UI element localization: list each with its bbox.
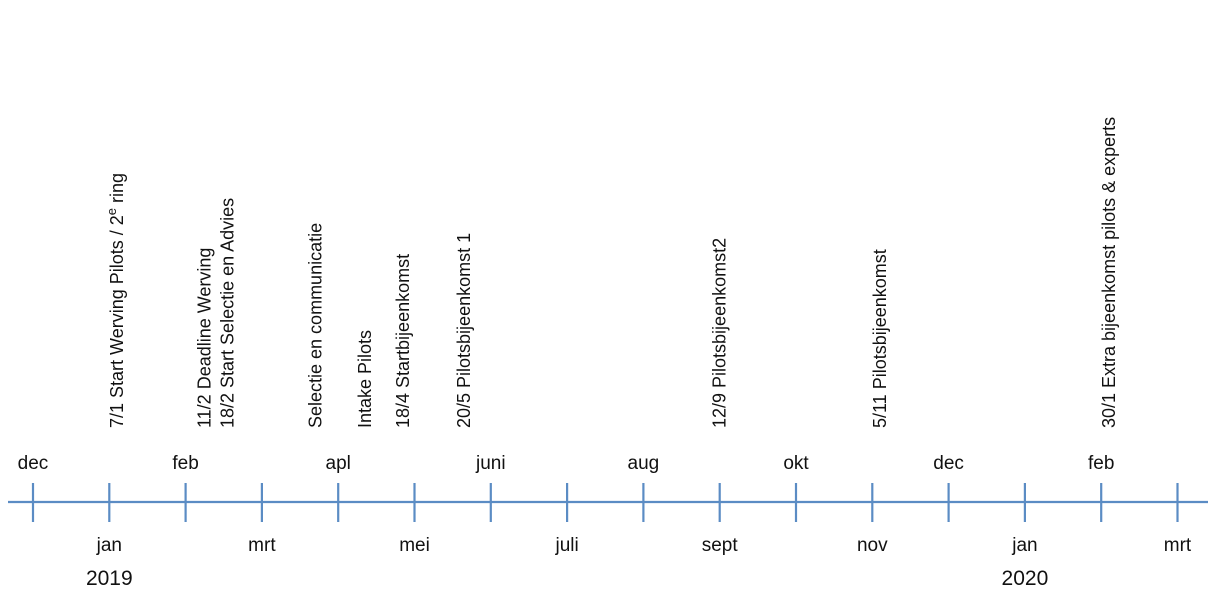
month-label: dec <box>933 453 964 474</box>
month-label: dec <box>18 453 49 474</box>
event-label: 7/1 Start Werving Pilots / 2e ring <box>104 173 127 428</box>
event-label: 20/5 Pilotsbijeenkomst 1 <box>454 233 474 428</box>
year-label: 2020 <box>1002 567 1049 589</box>
month-ticks <box>31 483 1179 522</box>
event-labels: 7/1 Start Werving Pilots / 2e ring 11/2 D… <box>104 117 1119 428</box>
month-label: juli <box>554 535 578 556</box>
month-label: mrt <box>248 535 276 556</box>
month-label: aug <box>628 453 660 474</box>
month-label: okt <box>783 453 809 474</box>
event-label: 30/1 Extra bijeenkomst pilots & experts <box>1099 117 1119 428</box>
year-label: 2019 <box>86 567 133 589</box>
year-labels: 2019 2020 <box>86 567 1048 589</box>
month-label: apl <box>326 453 351 474</box>
month-label: feb <box>172 453 198 474</box>
event-label: 18/2 Start Selectie en Advies <box>218 198 238 428</box>
month-label: mrt <box>1164 535 1192 556</box>
event-label: 5/11 Pilotsbijeenkomst <box>870 249 890 428</box>
month-labels-above: dec feb apl juni aug okt dec feb <box>18 453 1115 474</box>
event-label: 18/4 Startbijeenkomst <box>393 254 413 428</box>
event-label: 12/9 Pilotsbijeenkomst2 <box>710 238 730 428</box>
month-label: nov <box>857 535 888 556</box>
month-label: juni <box>475 453 506 474</box>
month-labels-below: jan mrt mei juli sept nov jan mrt <box>96 535 1192 556</box>
event-label: Selectie en communicatie <box>305 223 325 428</box>
event-label: Intake Pilots <box>355 330 375 428</box>
month-label: feb <box>1088 453 1114 474</box>
event-label: 11/2 Deadline Werving <box>195 248 215 428</box>
month-label: mei <box>399 535 430 556</box>
month-label: jan <box>96 535 122 556</box>
month-label: jan <box>1011 535 1037 556</box>
month-label: sept <box>702 535 739 556</box>
